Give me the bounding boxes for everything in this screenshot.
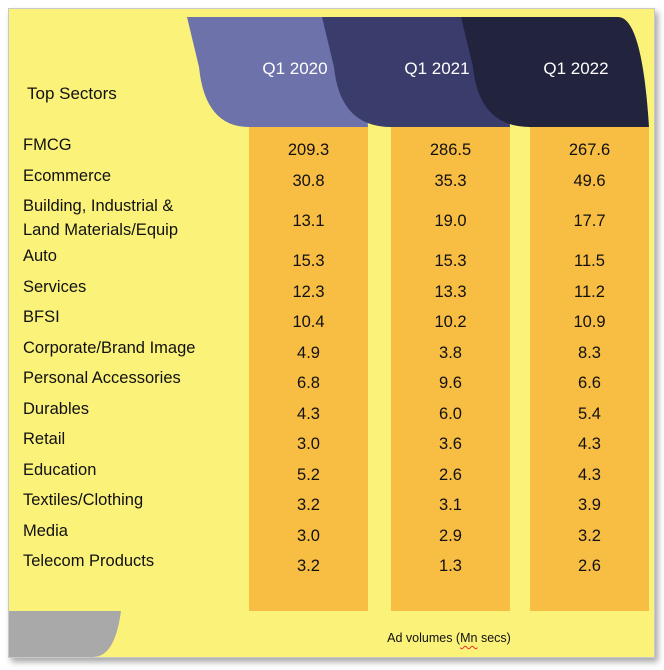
column-header-2: Q1 2021 [404, 59, 470, 78]
table-cell: 17.7 [573, 212, 606, 230]
column-background-3 [530, 127, 649, 616]
row-label: Durables [23, 397, 89, 421]
table-cell: 19.0 [434, 212, 467, 230]
table-cell: 12.3 [292, 282, 325, 301]
table-cell: 6.0 [439, 404, 462, 423]
row-label: Education [23, 458, 96, 482]
footnote-unit: Mn [460, 631, 478, 645]
row-label: Telecom Products [23, 549, 154, 573]
table-cell: 10.2 [434, 313, 467, 332]
table-cell: 5.2 [297, 465, 320, 484]
row-label-line: Telecom Products [23, 552, 155, 570]
table-cell: 4.3 [578, 465, 601, 484]
column-background-2 [391, 127, 510, 616]
row-label: Building, Industrial & Land Materials/Equ… [23, 194, 178, 242]
table-cell: 8.3 [578, 343, 601, 362]
table-cell: 10.4 [292, 313, 325, 332]
row-label: Media [23, 519, 68, 543]
row-label: Retail [23, 427, 65, 451]
row-label-line: Ecommerce [23, 166, 112, 185]
row-label-line: Land Materials/Equip [23, 221, 179, 239]
sector-table-panel: Top Sectors Q1 2020 Q1 2021 Q1 2022 FMCG 20… [8, 8, 655, 658]
row-label-line: Services [23, 277, 87, 296]
row-header-title: Top Sectors [27, 84, 117, 103]
row-label-line: Durables [23, 399, 90, 418]
column-background-1 [249, 127, 368, 616]
row-label: Ecommerce [23, 164, 111, 188]
row-label-line: Retail [23, 430, 66, 448]
row-label: Auto [23, 244, 57, 268]
row-label-line: BFSI [23, 308, 60, 326]
column-header-tabs [187, 17, 649, 127]
table-cell: 13.1 [292, 212, 325, 230]
row-label: Personal Accessories [23, 366, 181, 390]
footnote: Ad volumes (Mn secs) [309, 631, 589, 645]
table-cell: 4.9 [297, 343, 320, 362]
table-cell: 49.6 [573, 171, 606, 190]
table-cell: 2.9 [439, 526, 462, 545]
table-cell: 4.3 [297, 404, 320, 423]
row-label: FMCG [23, 133, 72, 157]
row-label-line: Personal Accessories [23, 369, 181, 387]
table-cell: 15.3 [434, 252, 467, 271]
row-label-line: Building, Industrial & [23, 197, 174, 215]
table-cell: 3.2 [297, 496, 320, 515]
footnote-suffix: secs) [477, 631, 511, 645]
column-header-3: Q1 2022 [543, 59, 609, 78]
table-cell: 2.6 [578, 557, 601, 576]
table-cell: 6.6 [578, 374, 601, 393]
table-cell: 30.8 [292, 171, 325, 190]
row-label-line: FMCG [23, 136, 72, 154]
row-label: Services [23, 275, 86, 299]
table-cell: 2.6 [439, 465, 462, 484]
column-tab-3 [461, 17, 649, 127]
row-label-line: Corporate/Brand Image [23, 338, 196, 357]
table-cell: 13.3 [434, 282, 467, 301]
table-cell: 6.8 [297, 374, 320, 393]
table-cell: 4.3 [578, 435, 601, 454]
row-label-line: Textiles/Clothing [23, 491, 144, 509]
table-cell: 3.0 [297, 526, 320, 545]
row-label-line: Media [23, 521, 68, 540]
row-label-line: Education [23, 460, 97, 479]
row-label: BFSI [23, 305, 60, 329]
table-cell: 3.9 [578, 496, 601, 515]
table-cell: 15.3 [292, 252, 325, 271]
table-cell: 3.2 [297, 557, 320, 576]
table-cell: 3.8 [439, 343, 462, 362]
table-cell: 5.4 [578, 404, 601, 423]
table-cell: 35.3 [434, 171, 467, 190]
table-cell: 3.0 [297, 435, 320, 454]
table-cell: 11.2 [574, 282, 605, 301]
column-tab-1 [187, 17, 368, 127]
footnote-prefix: Ad volumes ( [387, 631, 461, 645]
table-cell: 209.3 [287, 141, 330, 160]
table-cell: 11.5 [574, 252, 605, 271]
footer-tab [9, 611, 121, 657]
row-label: Textiles/Clothing [23, 488, 143, 512]
table-cell: 10.9 [573, 313, 606, 332]
table-cell: 1.3 [439, 557, 462, 576]
column-tab-2 [322, 17, 510, 127]
row-label: Corporate/Brand Image [23, 336, 195, 360]
table-cell: 9.6 [439, 374, 462, 393]
table-cell: 267.6 [568, 141, 611, 160]
table-cell: 3.2 [578, 526, 601, 545]
row-label-line: Auto [23, 247, 57, 265]
table-cell: 3.1 [439, 496, 462, 515]
column-header-1: Q1 2020 [262, 59, 328, 78]
table-cell: 286.5 [429, 141, 472, 160]
table-cell: 3.6 [439, 435, 462, 454]
